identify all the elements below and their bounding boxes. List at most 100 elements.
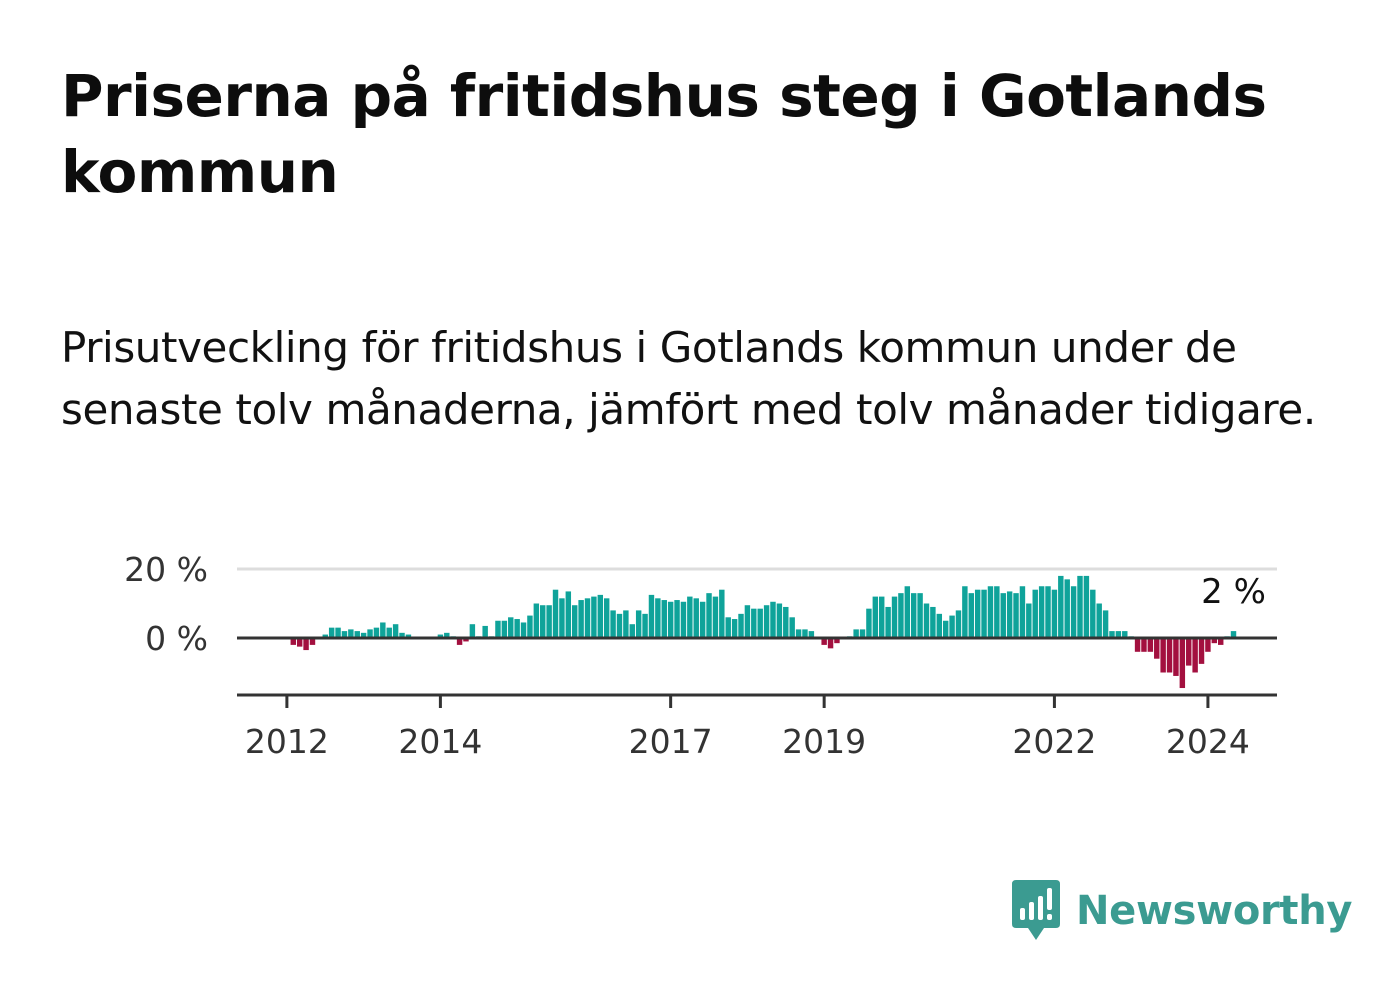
bar bbox=[1000, 593, 1006, 638]
bar bbox=[1045, 586, 1051, 638]
bar bbox=[898, 593, 904, 638]
bar bbox=[661, 600, 667, 638]
bar bbox=[795, 629, 802, 639]
bar bbox=[1141, 638, 1147, 652]
bar bbox=[719, 589, 725, 638]
bar-chart: 0 % 20 % 2012 2014 2017 2019 2022 2024 2 % bbox=[124, 550, 1277, 761]
bar bbox=[987, 586, 994, 638]
bar bbox=[565, 591, 572, 638]
bar bbox=[738, 613, 744, 638]
bar bbox=[629, 624, 635, 638]
bar bbox=[763, 605, 770, 638]
bar bbox=[1186, 638, 1192, 666]
bar bbox=[591, 596, 597, 638]
bar-chart-speech-bubble-icon bbox=[1012, 880, 1060, 940]
bar bbox=[360, 632, 367, 638]
bar bbox=[392, 624, 399, 638]
bar bbox=[1090, 589, 1096, 638]
bar bbox=[827, 638, 834, 649]
bar bbox=[616, 613, 623, 638]
bar bbox=[1211, 638, 1218, 644]
bar bbox=[559, 598, 565, 638]
y-tick-label: 0 % bbox=[145, 619, 208, 658]
bar bbox=[335, 627, 341, 638]
bar bbox=[1070, 586, 1077, 638]
axes bbox=[237, 636, 1277, 708]
bar bbox=[706, 593, 712, 638]
bar bbox=[1019, 586, 1026, 638]
bar bbox=[1179, 638, 1186, 689]
y-tick-label: 20 % bbox=[124, 550, 208, 589]
chart-subtitle: Prisutveckling för fritidshus i Gotlands… bbox=[61, 323, 1316, 434]
bar bbox=[533, 603, 540, 638]
bar bbox=[367, 629, 373, 639]
bar bbox=[955, 610, 962, 638]
bar bbox=[821, 638, 827, 645]
bar bbox=[1160, 638, 1166, 673]
bar bbox=[386, 627, 392, 638]
bar bbox=[949, 615, 955, 638]
bar bbox=[725, 617, 731, 638]
x-tick-label: 2024 bbox=[1166, 722, 1250, 761]
bar bbox=[635, 610, 642, 638]
bar bbox=[872, 596, 879, 638]
bar bbox=[712, 596, 719, 638]
bar bbox=[1083, 575, 1090, 638]
bar bbox=[1064, 579, 1070, 638]
bar bbox=[1006, 591, 1013, 638]
bar bbox=[469, 624, 476, 638]
bar bbox=[303, 638, 309, 651]
bar bbox=[1205, 638, 1211, 652]
bar bbox=[974, 589, 981, 638]
bar bbox=[1147, 638, 1154, 652]
bar bbox=[866, 608, 872, 638]
bar bbox=[623, 610, 629, 638]
bar bbox=[597, 594, 604, 639]
bar bbox=[859, 629, 866, 639]
bar bbox=[482, 625, 488, 638]
bar bbox=[879, 596, 885, 638]
bar bbox=[744, 605, 751, 638]
bar bbox=[655, 598, 661, 638]
bar bbox=[1109, 631, 1115, 638]
bar bbox=[444, 632, 450, 638]
bar bbox=[546, 605, 552, 638]
bar bbox=[552, 589, 559, 638]
bar bbox=[751, 608, 757, 638]
bar bbox=[891, 596, 898, 638]
bar bbox=[923, 603, 930, 638]
bar bbox=[341, 631, 348, 638]
bar bbox=[1218, 638, 1224, 645]
bar bbox=[930, 606, 936, 638]
bar bbox=[981, 589, 987, 638]
bar bbox=[354, 631, 360, 638]
bar bbox=[309, 638, 316, 645]
bar bbox=[674, 600, 680, 638]
bar bbox=[296, 638, 303, 647]
bar bbox=[1115, 631, 1122, 638]
bar bbox=[936, 613, 943, 638]
bar bbox=[693, 598, 699, 638]
bar bbox=[885, 606, 891, 638]
bar bbox=[834, 638, 840, 644]
bar bbox=[917, 593, 923, 638]
bar bbox=[520, 622, 527, 638]
bar bbox=[942, 620, 949, 638]
bar bbox=[456, 638, 463, 645]
bar bbox=[1051, 589, 1058, 638]
bar bbox=[731, 619, 738, 638]
bar bbox=[405, 634, 412, 638]
bar bbox=[968, 593, 974, 638]
bar bbox=[648, 594, 655, 639]
brand-logo: Newsworthy bbox=[1010, 876, 1353, 946]
last-value-label: 2 % bbox=[1201, 572, 1266, 612]
bar bbox=[802, 629, 808, 639]
bar bbox=[290, 638, 297, 645]
bar bbox=[584, 598, 591, 638]
bar bbox=[1026, 603, 1032, 638]
brand-name: Newsworthy bbox=[1076, 888, 1353, 934]
bar bbox=[1013, 593, 1019, 638]
bar bbox=[495, 620, 501, 638]
bar bbox=[1134, 638, 1141, 652]
bar bbox=[1122, 631, 1128, 638]
